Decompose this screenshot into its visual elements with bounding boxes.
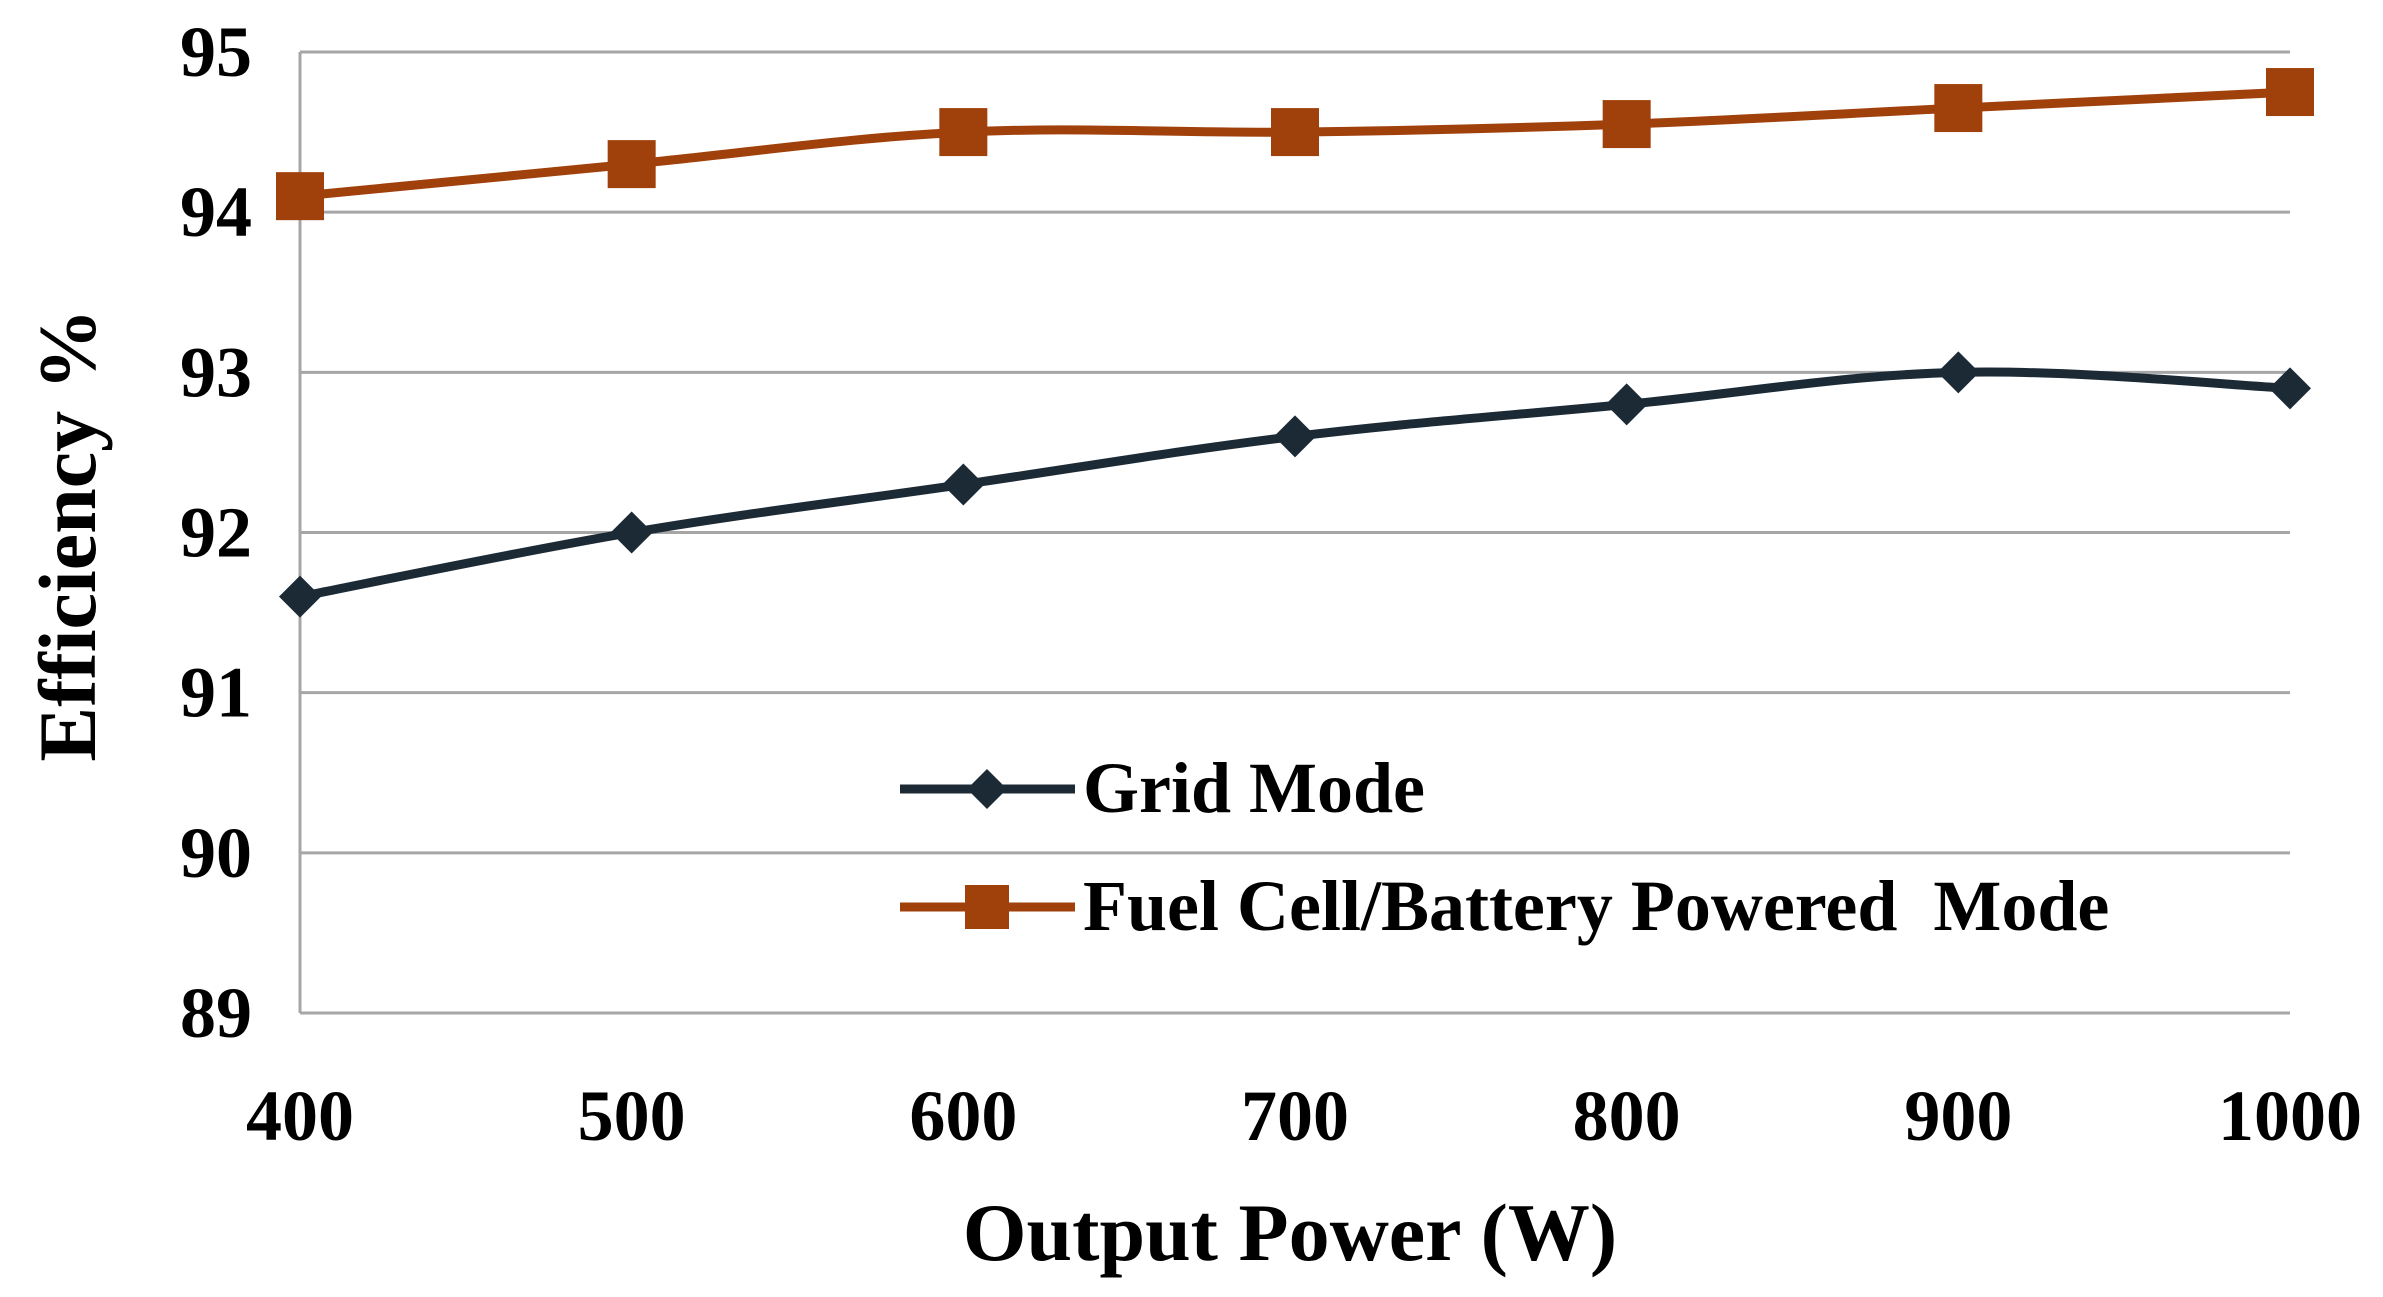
data-point-diamond [279,575,321,618]
legend-marker-square-icon [965,885,1009,929]
x-axis-title: Output Power (W) [963,1187,1617,1278]
legend: Grid Mode Fuel Cell/Battery Powered Mode [900,748,2109,946]
data-point-square [276,172,324,221]
data-point-square [1934,84,1983,133]
legend-marker-diamond-icon [967,769,1007,809]
x-tick-label: 600 [909,1076,1017,1156]
series-grid-mode [279,351,2311,618]
legend-item-grid-mode: Grid Mode [900,748,1425,828]
tick-labels: 89 90 91 92 93 94 95 400 500 600 700 800 900 1000 [180,12,2362,1156]
y-axis-title: Efficiency % [22,308,113,761]
legend-label-fuel-cell-mode: Fuel Cell/Battery Powered Mode [1083,866,2109,946]
y-tick-label: 89 [180,973,252,1053]
x-tick-label: 700 [1241,1076,1349,1156]
legend-item-fuel-cell-mode: Fuel Cell/Battery Powered Mode [900,866,2109,946]
y-tick-label: 92 [180,493,252,573]
legend-label-grid-mode: Grid Mode [1083,748,1425,828]
y-tick-label: 91 [180,653,252,733]
x-tick-label: 500 [578,1076,686,1156]
x-tick-label: 400 [246,1076,354,1156]
data-point-diamond [1274,415,1316,458]
series-fuel-cell-mode [276,68,2314,221]
data-point-square [939,108,988,157]
data-point-square [1602,100,1651,149]
x-tick-label: 1000 [2218,1076,2362,1156]
y-tick-label: 95 [180,12,252,92]
series-lines [276,68,2314,618]
data-point-square [1271,108,1319,157]
data-point-square [607,140,656,189]
x-tick-label: 800 [1573,1076,1681,1156]
data-point-diamond [1937,351,1980,394]
data-point-diamond [1605,383,1648,426]
y-tick-label: 90 [180,813,252,893]
data-point-diamond [610,511,653,554]
x-tick-label: 900 [1904,1076,2012,1156]
y-tick-label: 94 [180,172,252,252]
data-point-diamond [2269,367,2311,410]
series-line [299,367,2291,601]
data-point-diamond [942,463,985,506]
y-tick-label: 93 [180,332,252,412]
data-point-square [2266,68,2314,117]
